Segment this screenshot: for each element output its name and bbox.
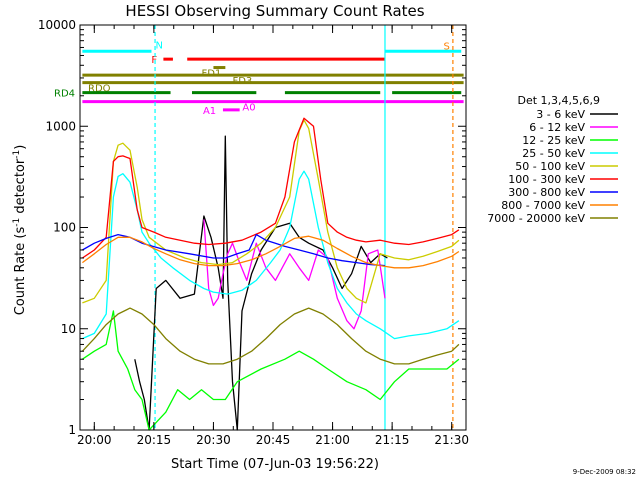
x-axis-label: Start Time (07-Jun-03 19:56:22) [171,457,379,472]
legend-label: 3 - 6 keV [536,108,585,121]
y-tick-label: 10000 [38,18,76,32]
vertical-markers [154,25,454,430]
series-lines [81,117,460,431]
series-line [82,117,460,259]
legend-label: 800 - 7000 keV [501,199,585,212]
y-axis-label: Count Rate (s-1 detector-1) [12,145,28,316]
x-axis: 20:00 20:15 20:30 20:45 21:00 21:15 21:30 [77,25,469,447]
legend-label: 25 - 50 keV [522,147,585,160]
series-line [82,233,386,267]
flag-label: A0 [242,103,255,114]
flag-label: RD4 [54,89,75,100]
flag-label: N [155,40,162,51]
y-label-sup-2: -1 [12,150,22,159]
series-line [82,235,460,269]
x-tick-label: 20:15 [137,433,172,447]
y-label-prefix: Count Rate (s [13,227,28,316]
footer-timestamp: 9-Dec-2009 08:32 [573,468,636,476]
y-axis: 1 10 100 1000 10000 [38,18,466,437]
chart-title: HESSI Observing Summary Count Rates [125,2,424,20]
legend-label: 100 - 300 keV [508,173,585,186]
y-tick-label: 1000 [45,119,76,133]
x-tick-label: 20:30 [196,433,231,447]
legend-label: 6 - 12 keV [529,121,585,134]
x-tick-label: 20:45 [256,433,291,447]
y-tick-label: 1 [68,423,76,437]
flag-label: F [151,55,157,66]
x-tick-label: 21:15 [375,433,410,447]
x-tick-label: 21:30 [434,433,469,447]
y-label-suffix: ) [13,145,28,150]
y-tick-label: 10 [61,322,76,336]
flag-label: RDO [88,84,111,95]
y-tick-label: 100 [53,221,76,235]
legend-label: 50 - 100 keV [515,160,585,173]
series-line [203,219,386,330]
series-line [82,119,460,304]
series-line [134,135,388,431]
y-label-sup-1: -1 [12,218,22,227]
flag-bars: NSFFD1FD3RDORD4A0A1 [54,40,464,117]
flag-label: S [444,41,450,52]
x-tick-label: 20:00 [77,433,112,447]
flag-label: A1 [203,106,216,117]
series-line [82,310,460,431]
legend-label: 12 - 25 keV [522,134,585,147]
series-line [81,307,460,365]
legend-label: 300 - 800 keV [508,186,585,199]
series-line [82,170,460,340]
x-tick-label: 21:00 [315,433,350,447]
legend-title: Det 1,3,4,5,6,9 [517,94,600,107]
legend-label: 7000 - 20000 keV [487,212,585,225]
y-label-mid: detector [13,158,28,218]
